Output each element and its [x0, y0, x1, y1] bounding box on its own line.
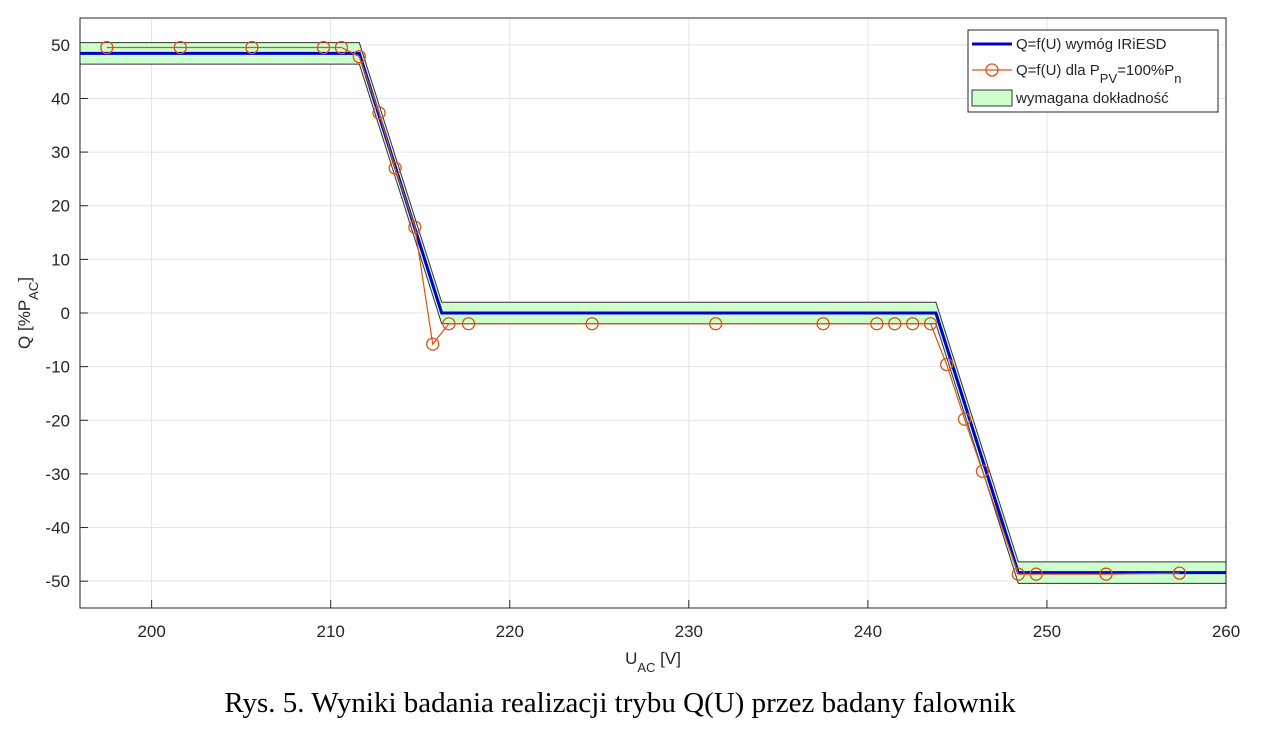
legend-swatch — [971, 89, 1013, 107]
x-axis-label: UAC [V] — [625, 649, 681, 675]
data-point — [388, 161, 402, 175]
data-point — [461, 317, 476, 331]
x-tick-label: 210 — [317, 622, 345, 641]
x-tick-label: 230 — [675, 622, 703, 641]
data-point — [1011, 567, 1025, 581]
y-tick-label: -30 — [45, 465, 70, 484]
x-tick-label: 220 — [496, 622, 524, 641]
x-tick-label: 260 — [1212, 622, 1240, 641]
data-point — [316, 40, 331, 55]
x-tick-label: 240 — [854, 622, 882, 641]
x-tick-label: 200 — [137, 622, 165, 641]
data-point — [585, 317, 599, 331]
y-tick-label: -40 — [45, 519, 70, 538]
y-axis-label: Q [%PAC] — [15, 277, 41, 349]
subscript: n — [1174, 71, 1181, 86]
text-part: Q=f(U) wymóg IRiESD — [1016, 36, 1167, 53]
text-part: =100%P — [1117, 62, 1174, 79]
subscript: PV — [1100, 71, 1118, 86]
series-line — [80, 51, 1226, 575]
text-part: U — [625, 649, 637, 668]
data-point — [870, 317, 884, 331]
data-point — [940, 357, 954, 372]
text-part: wymagana dokładność — [1015, 90, 1169, 107]
subscript: AC — [637, 660, 655, 675]
data-point — [816, 317, 830, 331]
data-point — [334, 40, 349, 55]
legend-marker — [985, 63, 999, 77]
y-tick-label: -50 — [45, 572, 70, 591]
y-tick-label: -20 — [45, 411, 70, 430]
data-point — [442, 317, 456, 331]
text-part: Q [%P — [15, 300, 34, 349]
caption: Rys. 5. Wyniki badania realizacji trybu … — [224, 687, 1016, 719]
legend-label: Q=f(U) wymóg IRiESD — [1016, 36, 1167, 53]
text-part: ] — [15, 277, 34, 282]
y-tick-label: 30 — [51, 143, 70, 162]
data-point — [372, 106, 386, 120]
y-tick-label: 50 — [51, 36, 70, 55]
series-line — [106, 46, 1180, 575]
x-tick-label: 250 — [1033, 622, 1061, 641]
legend-label: Q=f(U) dla PPV=100%Pn — [1016, 62, 1182, 86]
band-edge — [80, 42, 1226, 563]
y-tick-label: 10 — [51, 250, 70, 269]
data-point — [975, 464, 990, 478]
data-point — [352, 49, 366, 64]
data-point — [1099, 567, 1113, 581]
data-point — [245, 40, 259, 55]
text-part: [V] — [655, 649, 681, 668]
y-tick-label: 20 — [51, 197, 70, 216]
data-point — [888, 317, 902, 331]
data-point — [1172, 566, 1187, 580]
data-point — [905, 317, 920, 331]
y-tick-label: 40 — [51, 89, 70, 108]
data-point — [408, 220, 422, 234]
data-point — [173, 40, 187, 55]
legend-label: wymagana dokładność — [1015, 90, 1169, 107]
data-point — [1029, 567, 1043, 581]
axes-box — [79, 17, 1227, 609]
y-tick-label: -10 — [45, 358, 70, 377]
data-point — [957, 412, 972, 426]
y-tick-label: 0 — [61, 304, 70, 323]
subscript: AC — [26, 282, 41, 300]
data-point — [709, 317, 723, 331]
text-part: Q=f(U) dla P — [1016, 62, 1100, 79]
data-point — [100, 40, 114, 55]
data-point — [426, 337, 440, 351]
data-point — [923, 317, 938, 331]
